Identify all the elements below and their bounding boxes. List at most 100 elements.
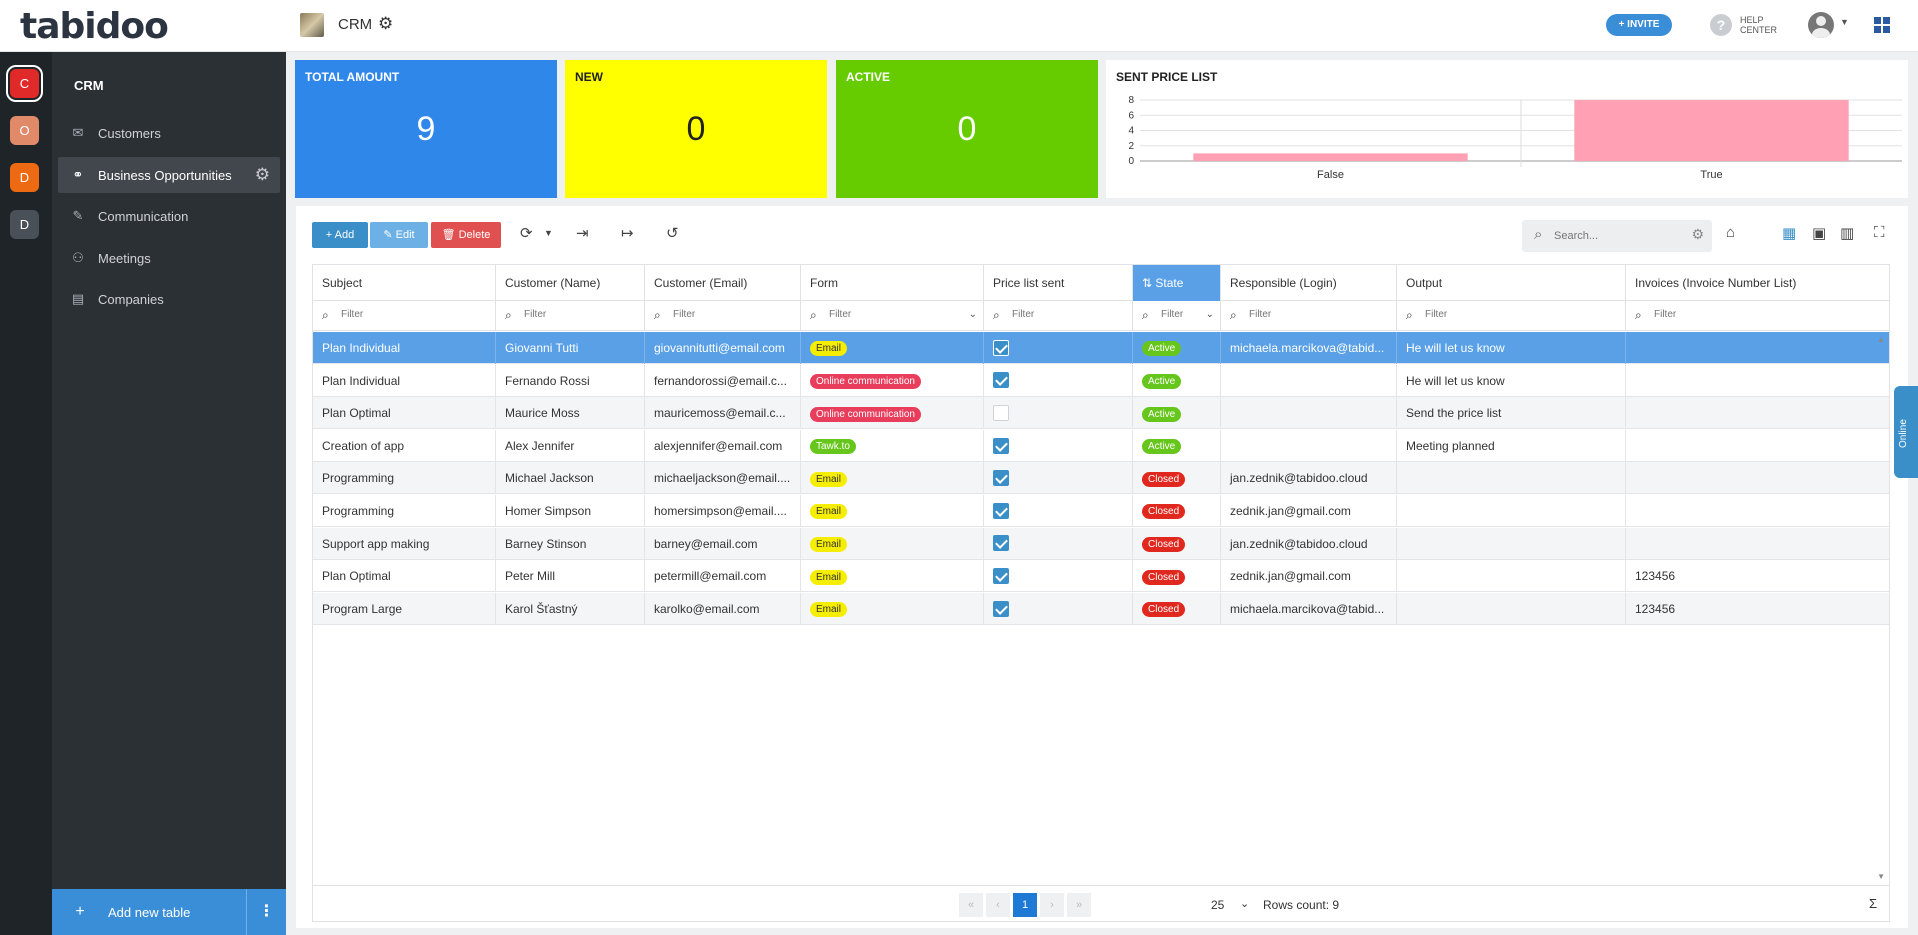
- filter-input[interactable]: [1012, 309, 1116, 320]
- cell-form[interactable]: Email: [801, 495, 984, 527]
- cell-responsible[interactable]: zednik.jan@gmail.com: [1221, 495, 1397, 527]
- card-view-icon[interactable]: ▣: [1812, 225, 1827, 242]
- cell-output[interactable]: [1397, 560, 1626, 593]
- cell-form[interactable]: Online communication: [801, 397, 984, 430]
- page-size-select[interactable]: 25: [1211, 898, 1225, 912]
- cell-email[interactable]: alexjennifer@email.com: [645, 429, 801, 462]
- filter-input[interactable]: [829, 309, 957, 320]
- page-size-chevron-icon[interactable]: ⌄: [1240, 898, 1250, 910]
- cell-responsible[interactable]: jan.zednik@tabidoo.cloud: [1221, 462, 1397, 495]
- sidebar-item-companies[interactable]: ▤ Companies: [58, 281, 280, 317]
- cell-invoices[interactable]: [1626, 495, 1889, 527]
- cell-price-sent[interactable]: [984, 462, 1133, 495]
- sidebar-item-customers[interactable]: ✉ Customers: [58, 115, 280, 151]
- cell-form[interactable]: Email: [801, 332, 984, 364]
- price-list-sent-checkbox[interactable]: [993, 405, 1009, 422]
- table-row[interactable]: Plan Individual Giovanni Tutti giovannitut…: [313, 332, 1889, 364]
- cell-responsible[interactable]: [1221, 429, 1397, 462]
- sidebar-item-communication[interactable]: ✎ Communication: [58, 198, 280, 234]
- filter-input[interactable]: [1425, 309, 1585, 320]
- cell-price-sent[interactable]: [984, 429, 1133, 462]
- refresh-dropdown-icon[interactable]: ▼: [544, 228, 553, 238]
- cell-invoices[interactable]: [1626, 397, 1889, 429]
- export-icon[interactable]: ↦: [621, 225, 634, 242]
- filter-input[interactable]: [524, 309, 628, 320]
- column-header-responsible-login[interactable]: Responsible (Login): [1221, 265, 1397, 301]
- cell-price-sent[interactable]: [984, 560, 1133, 593]
- table-row[interactable]: Programming Homer Simpson homersimpson@ema…: [313, 495, 1889, 527]
- cell-state[interactable]: Closed: [1133, 462, 1221, 495]
- table-view-icon[interactable]: ▦: [1782, 225, 1797, 242]
- cell-form[interactable]: Online communication: [801, 364, 984, 397]
- filter-dropdown-icon[interactable]: ⌄: [1205, 309, 1214, 320]
- cell-state[interactable]: Active: [1133, 429, 1221, 462]
- cell-name[interactable]: Giovanni Tutti: [496, 332, 645, 364]
- cell-output[interactable]: [1397, 592, 1626, 625]
- cell-email[interactable]: homersimpson@email....: [645, 495, 801, 527]
- table-row[interactable]: Plan Individual Fernando Rossi fernandoros…: [313, 364, 1889, 397]
- table-row[interactable]: Plan Optimal Peter Mill petermill@email.co…: [313, 560, 1889, 593]
- more-options-icon[interactable]: ⋮: [246, 889, 286, 935]
- cell-name[interactable]: Peter Mill: [496, 560, 645, 593]
- filter-input[interactable]: [1161, 309, 1222, 320]
- last-page-button[interactable]: »: [1067, 893, 1091, 917]
- import-icon[interactable]: ⇥: [576, 225, 589, 242]
- price-list-sent-checkbox[interactable]: [993, 600, 1009, 617]
- cell-price-sent[interactable]: [984, 495, 1133, 527]
- filter-dropdown-icon[interactable]: ⌄: [968, 309, 977, 320]
- price-list-sent-checkbox[interactable]: [993, 437, 1009, 454]
- first-page-button[interactable]: «: [959, 893, 983, 917]
- column-header-state[interactable]: ⇅ State: [1133, 265, 1221, 301]
- apps-grid-icon[interactable]: [1874, 17, 1890, 33]
- price-list-sent-checkbox[interactable]: [993, 535, 1009, 552]
- cell-subject[interactable]: Plan Optimal: [313, 397, 496, 430]
- online-chat-tab[interactable]: Online: [1894, 386, 1918, 478]
- cell-responsible[interactable]: jan.zednik@tabidoo.cloud: [1221, 527, 1397, 560]
- cell-name[interactable]: Karol Šťastný: [496, 592, 645, 625]
- cell-invoices[interactable]: [1626, 528, 1889, 560]
- cell-email[interactable]: karolko@email.com: [645, 592, 801, 625]
- cell-responsible[interactable]: michaela.marcikova@tabid...: [1221, 592, 1397, 625]
- cell-output[interactable]: Meeting planned: [1397, 429, 1626, 462]
- cell-name[interactable]: Fernando Rossi: [496, 364, 645, 397]
- cell-output[interactable]: [1397, 495, 1626, 527]
- cell-subject[interactable]: Creation of app: [313, 429, 496, 462]
- cell-subject[interactable]: Plan Individual: [313, 364, 496, 397]
- cell-state[interactable]: Active: [1133, 332, 1221, 364]
- search-settings-gear-icon[interactable]: ⚙: [1691, 226, 1704, 242]
- sidebar-item-meetings[interactable]: ⚇ Meetings: [58, 240, 280, 276]
- cell-form[interactable]: Tawk.to: [801, 429, 984, 462]
- cell-invoices[interactable]: 123456: [1626, 593, 1889, 625]
- cell-email[interactable]: giovannitutti@email.com: [645, 332, 801, 364]
- filter-input[interactable]: [1654, 309, 1839, 320]
- cell-name[interactable]: Homer Simpson: [496, 495, 645, 527]
- bar-false[interactable]: [1193, 153, 1468, 161]
- cell-price-sent[interactable]: [984, 364, 1133, 397]
- cell-name[interactable]: Barney Stinson: [496, 527, 645, 560]
- filter-input[interactable]: [1249, 309, 1372, 320]
- cell-form[interactable]: Email: [801, 527, 984, 560]
- cell-email[interactable]: mauricemoss@email.c...: [645, 397, 801, 430]
- cell-output[interactable]: [1397, 462, 1626, 495]
- invite-button[interactable]: + INVITE: [1606, 14, 1672, 36]
- add-new-table-button[interactable]: + Add new table ⋮: [52, 889, 286, 935]
- table-row[interactable]: Program Large Karol Šťastný karolko@email.…: [313, 592, 1889, 625]
- bar-true[interactable]: [1574, 100, 1849, 161]
- tags-icon[interactable]: ⌂: [1726, 224, 1736, 241]
- cell-name[interactable]: Maurice Moss: [496, 397, 645, 430]
- price-list-sent-checkbox[interactable]: [993, 502, 1009, 519]
- cell-responsible[interactable]: michaela.marcikova@tabid...: [1221, 332, 1397, 364]
- cell-output[interactable]: Send the price list: [1397, 397, 1626, 430]
- table-row[interactable]: Creation of app Alex Jennifer alexjennifer…: [313, 429, 1889, 462]
- cell-subject[interactable]: Plan Optimal: [313, 560, 496, 593]
- next-page-button[interactable]: ›: [1040, 893, 1064, 917]
- prev-page-button[interactable]: ‹: [986, 893, 1010, 917]
- search-box[interactable]: ⌕ ⚙: [1522, 220, 1712, 252]
- cell-email[interactable]: barney@email.com: [645, 527, 801, 560]
- cell-price-sent[interactable]: [984, 397, 1133, 430]
- cell-state[interactable]: Closed: [1133, 495, 1221, 527]
- table-row[interactable]: Programming Michael Jackson michaeljackson…: [313, 462, 1889, 495]
- current-page-button[interactable]: 1: [1013, 893, 1037, 917]
- help-center-icon[interactable]: ?: [1710, 14, 1732, 36]
- price-list-sent-checkbox[interactable]: [993, 470, 1009, 487]
